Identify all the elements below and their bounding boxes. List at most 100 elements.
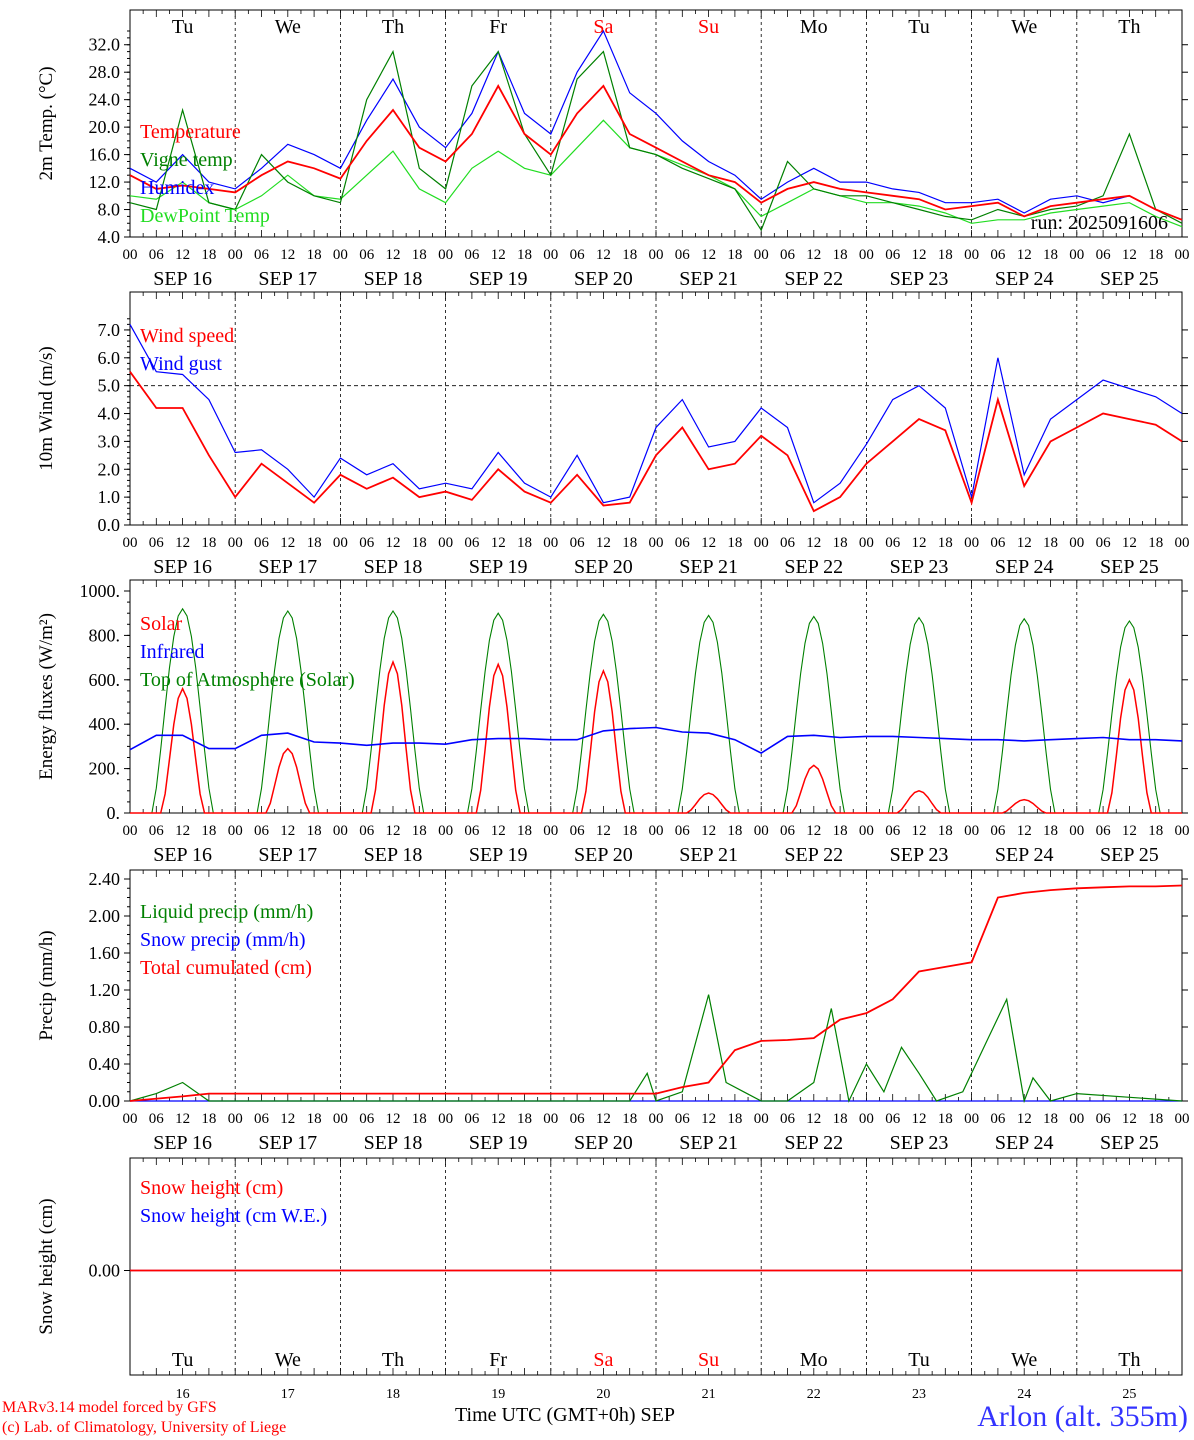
hour-tick-label: 12 [596,1111,611,1127]
hour-tick-label: 18 [1043,247,1058,263]
y-axis-title: Energy fluxes (W/m²) [36,613,57,780]
hour-tick-label: 12 [701,1111,716,1127]
hour-tick-label: 12 [701,535,716,551]
y-tick-label: 0.80 [89,1017,121,1037]
y-tick-label: 1000. [80,581,121,601]
hour-tick-label: 00 [1175,535,1190,551]
y-axis-title: 10m Wind (m/s) [36,346,57,471]
hour-tick-label: 06 [464,1111,480,1127]
legend-entry: Wind gust [140,353,222,375]
hour-tick-label: 12 [1017,535,1032,551]
hour-tick-label: 00 [649,1111,664,1127]
hour-tick-label: 00 [438,1111,453,1127]
hour-tick-label: 12 [912,1111,927,1127]
hour-tick-label: 06 [254,535,270,551]
y-tick-label: 0.0 [98,515,121,535]
day-number: 17 [281,1387,295,1402]
y-tick-label: 200. [89,759,121,779]
day-name-bottom: Tu [172,1349,194,1371]
date-label: SEP 19 [469,844,528,866]
hour-tick-label: 00 [754,1111,769,1127]
hour-tick-label: 06 [254,1111,270,1127]
date-label: SEP 18 [364,556,423,578]
date-label: SEP 23 [890,556,949,578]
date-label: SEP 24 [995,1132,1054,1154]
hour-tick-label: 18 [622,247,637,263]
hour-tick-label: 06 [570,247,586,263]
hour-tick-label: 06 [990,535,1006,551]
hour-tick-label: 12 [596,247,611,263]
hour-tick-label: 18 [412,535,427,551]
hour-tick-label: 12 [912,247,927,263]
hour-tick-label: 12 [491,823,506,839]
hour-tick-label: 06 [464,247,480,263]
hour-tick-label: 00 [964,1111,979,1127]
date-label: SEP 17 [258,844,317,866]
date-label: SEP 19 [469,1132,528,1154]
y-tick-label: 800. [89,625,121,645]
y-tick-label: 0.00 [89,1091,121,1111]
hour-tick-label: 18 [727,823,742,839]
hour-tick-label: 12 [1122,1111,1137,1127]
y-tick-label: 2.00 [89,906,121,926]
hour-tick-label: 06 [359,247,375,263]
date-label: SEP 21 [679,268,738,290]
day-name-top: Mo [800,16,828,38]
y-tick-label: 32.0 [89,35,121,55]
hour-tick-label: 12 [175,247,190,263]
day-number: 16 [176,1387,190,1402]
day-name-bottom: Th [1118,1349,1140,1371]
y-axis-title: 2m Temp. (°C) [36,66,57,180]
hour-tick-label: 00 [543,823,558,839]
date-label: SEP 20 [574,268,633,290]
hour-tick-label: 06 [1096,1111,1112,1127]
date-label: SEP 25 [1100,1132,1159,1154]
hour-tick-label: 12 [280,823,295,839]
date-label: SEP 23 [890,1132,949,1154]
hour-tick-label: 18 [727,1111,742,1127]
hour-tick-label: 12 [1017,1111,1032,1127]
series-line-infrared [129,726,1183,755]
date-label: SEP 24 [995,268,1054,290]
legend-entry: Snow precip (mm/h) [140,929,306,951]
hour-tick-label: 06 [149,823,165,839]
hour-tick-label: 12 [386,247,401,263]
series-line-solar [130,659,1182,814]
hour-tick-label: 00 [1069,823,1084,839]
hour-tick-label: 06 [885,1111,901,1127]
hour-tick-label: 00 [543,247,558,263]
hour-tick-label: 00 [649,247,664,263]
series-line-temperature [129,84,1183,221]
y-tick-label: 28.0 [89,62,121,82]
hour-tick-label: 18 [412,1111,427,1127]
day-name-top: We [275,16,301,38]
hour-tick-label: 00 [754,247,769,263]
legend-entry: DewPoint Temp [140,205,270,227]
hour-tick-label: 18 [938,823,953,839]
date-label: SEP 24 [995,556,1054,578]
series-line-total-cumulated-cm [129,884,1183,1102]
hour-tick-label: 18 [622,535,637,551]
hour-tick-label: 18 [727,247,742,263]
date-label: SEP 17 [258,556,317,578]
hour-tick-label: 18 [517,535,532,551]
hour-tick-label: 12 [491,535,506,551]
series-line-wind-gust [129,324,1183,504]
day-name-bottom: Sa [593,1349,613,1371]
hour-tick-label: 18 [727,535,742,551]
hour-tick-label: 06 [149,1111,165,1127]
hour-tick-label: 12 [386,823,401,839]
run-label: run: 2025091606 [1031,212,1168,234]
y-tick-label: 16.0 [89,145,121,165]
hour-tick-label: 00 [333,1111,348,1127]
hour-tick-label: 18 [307,1111,322,1127]
hour-tick-label: 00 [123,823,138,839]
y-tick-label: 600. [89,670,121,690]
hour-tick-label: 18 [412,823,427,839]
y-tick-label: 24.0 [89,90,121,110]
hour-tick-label: 12 [596,535,611,551]
hour-tick-label: 00 [438,535,453,551]
hour-tick-label: 00 [964,535,979,551]
date-label: SEP 20 [574,844,633,866]
hour-tick-label: 06 [990,1111,1006,1127]
